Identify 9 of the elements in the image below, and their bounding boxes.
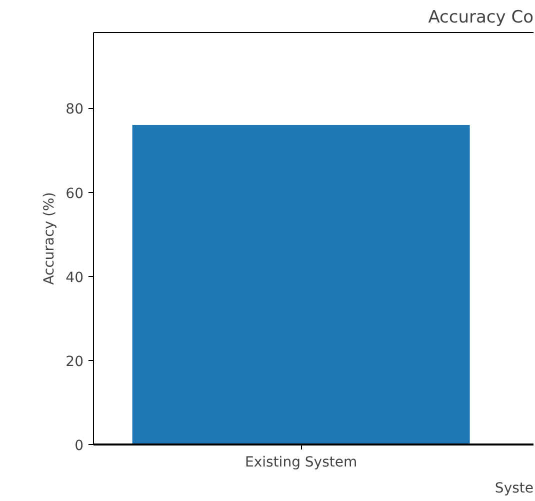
chart-title: Accuracy Co — [428, 8, 534, 28]
x-axis-title: Syste — [494, 480, 534, 496]
y-tick-label: 60 — [66, 186, 84, 202]
y-tick-label: 40 — [66, 270, 84, 286]
y-tick-label: 0 — [74, 438, 84, 454]
y-tick-label: 80 — [66, 102, 84, 118]
y-axis-title: Accuracy (%) — [42, 192, 58, 285]
y-tick-label: 20 — [66, 354, 84, 370]
x-tick-label: Existing System — [245, 454, 358, 470]
